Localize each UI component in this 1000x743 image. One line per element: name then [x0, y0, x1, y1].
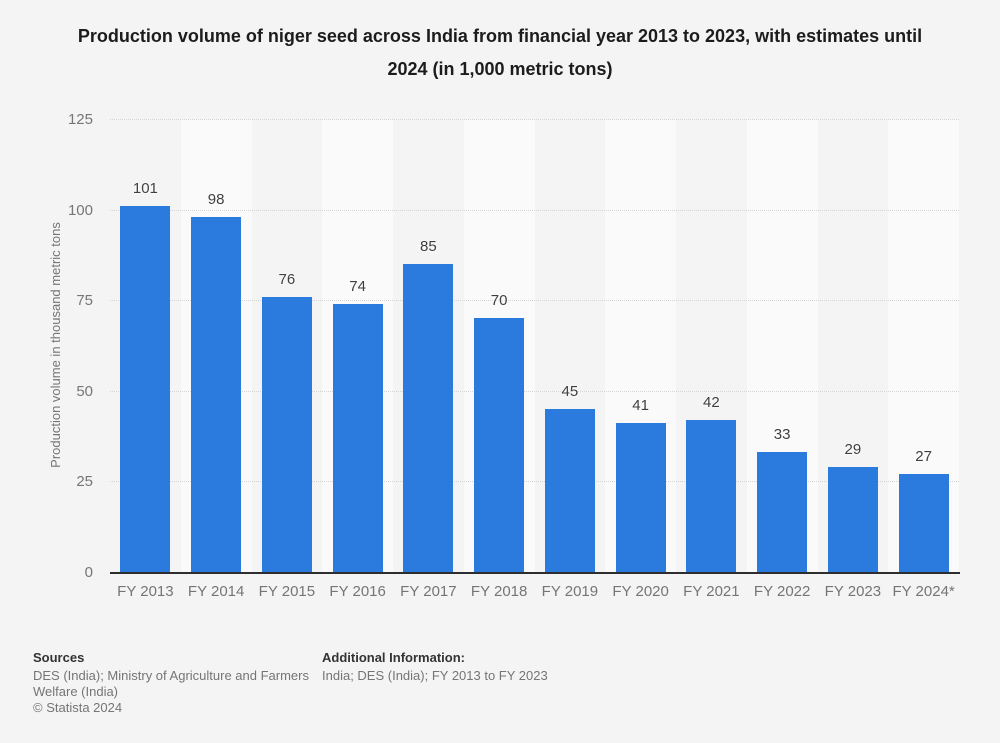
bar-value-label: 42	[703, 393, 720, 411]
bar-fy-2015	[261, 296, 312, 572]
y-tick-label: 25	[76, 473, 93, 491]
additional-information-heading: Additional Information:	[322, 650, 465, 665]
x-tick-label: FY 2023	[824, 583, 882, 600]
x-tick-label: FY 2022	[753, 583, 811, 600]
y-tick-label: 50	[76, 382, 93, 400]
statista-copyright: © Statista 2024	[33, 700, 123, 715]
y-axis-title: Production volume in thousand metric ton…	[48, 222, 63, 468]
sources-heading: Sources	[33, 650, 85, 665]
bar-fy-2017	[403, 263, 454, 572]
bar-fy-2020	[615, 423, 666, 572]
chart-title: Production volume of niger seed across I…	[77, 26, 923, 79]
bar-value-label: 27	[915, 448, 932, 466]
x-tick-label: FY 2016	[329, 583, 386, 600]
bar-fy-2018	[474, 318, 525, 572]
gridline	[110, 300, 959, 302]
x-tick-label: FY 2013	[117, 583, 174, 600]
bar-value-label: 70	[490, 292, 508, 310]
x-tick-label: FY 2014	[187, 583, 245, 600]
bar-fy-2014	[191, 216, 242, 572]
x-axis-line	[110, 572, 960, 574]
y-tick-label: 125	[67, 111, 93, 128]
gridline	[110, 209, 959, 211]
y-tick-label: 75	[76, 292, 93, 310]
bar-value-label: 45	[561, 382, 579, 400]
bar-fy-2013	[120, 205, 171, 572]
bar-value-label: 98	[207, 190, 225, 208]
additional-information-text: India; DES (India); FY 2013 to FY 2023	[322, 668, 548, 683]
gridline	[110, 481, 959, 483]
x-tick-label: FY 2024*	[892, 583, 955, 600]
bar-fy-2022	[757, 452, 808, 572]
bar-fy-2016	[332, 303, 383, 572]
bar-value-label: 85	[420, 237, 437, 255]
gridline	[110, 390, 959, 392]
bar-fy-2023	[827, 466, 878, 572]
x-tick-label: FY 2020	[612, 583, 669, 600]
bar-value-label: 74	[349, 277, 366, 295]
y-tick-label: 100	[67, 201, 93, 219]
x-tick-label: FY 2019	[541, 583, 599, 600]
x-tick-label: FY 2015	[258, 583, 316, 600]
bar-value-label: 33	[773, 426, 791, 444]
y-tick-label: 0	[84, 564, 93, 581]
bar-value-label: 41	[632, 397, 649, 415]
additional-information-block: Additional Information: India; DES (Indi…	[322, 650, 742, 684]
sources-block: Sources DES (India); Ministry of Agricul…	[33, 650, 313, 716]
bar-value-label: 76	[278, 270, 296, 288]
bar-fy-2024	[898, 474, 949, 572]
bar-fy-2019	[544, 408, 595, 572]
gridline	[110, 119, 959, 120]
x-tick-label: FY 2021	[683, 583, 740, 600]
bar-value-label: 101	[132, 179, 158, 197]
x-tick-label: FY 2017	[400, 583, 457, 600]
x-tick-label: FY 2018	[470, 583, 528, 600]
bar-fy-2021	[686, 419, 737, 572]
bar-value-label: 29	[844, 440, 862, 458]
sources-text: DES (India); Ministry of Agriculture and…	[33, 668, 309, 699]
